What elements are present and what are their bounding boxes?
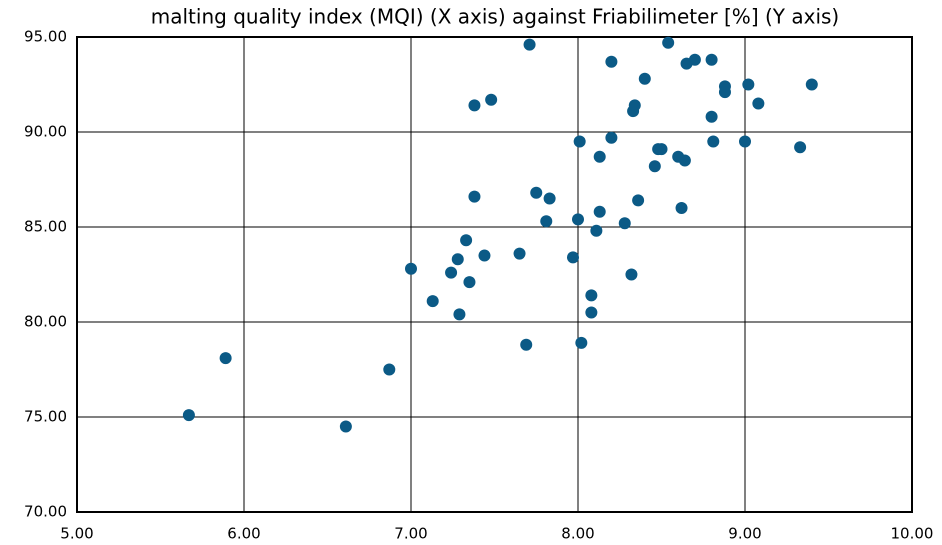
point: [794, 141, 807, 154]
point: [540, 215, 553, 228]
point: [632, 194, 645, 207]
point: [739, 135, 751, 148]
point: [805, 78, 818, 91]
y-tick-label: 90.00: [24, 123, 67, 141]
y-tick-label: 70.00: [24, 503, 67, 521]
point: [445, 266, 458, 279]
point: [573, 135, 586, 148]
x-tick-label: 10.00: [891, 525, 934, 543]
point: [523, 38, 536, 51]
point: [543, 192, 556, 205]
point: [593, 150, 606, 163]
point: [575, 336, 588, 349]
point: [513, 247, 526, 260]
point: [383, 363, 396, 376]
point: [585, 306, 598, 319]
point: [572, 213, 584, 226]
y-tick-label: 80.00: [24, 313, 67, 331]
x-tick-label: 5.00: [60, 525, 93, 543]
y-tick-label: 85.00: [24, 218, 67, 236]
point: [478, 249, 491, 262]
plot-frame: [76, 36, 913, 513]
point: [605, 55, 618, 68]
point: [705, 53, 718, 66]
point: [707, 135, 720, 148]
point: [426, 295, 439, 308]
point: [585, 289, 598, 302]
point: [219, 352, 232, 365]
point: [566, 251, 579, 264]
y-tick-label: 75.00: [24, 408, 67, 426]
point: [520, 338, 533, 351]
point: [678, 154, 691, 167]
point: [590, 224, 603, 237]
point: [638, 72, 651, 85]
point: [405, 262, 417, 275]
point: [468, 190, 481, 203]
point: [460, 234, 473, 247]
point: [675, 202, 688, 214]
point: [628, 99, 641, 112]
point: [605, 131, 618, 144]
point: [742, 78, 755, 91]
x-tick-label: 9.00: [728, 525, 761, 543]
point: [339, 420, 352, 433]
point: [593, 205, 606, 218]
point: [625, 268, 638, 281]
point: [655, 143, 668, 156]
x-tick-label: 8.00: [561, 525, 594, 543]
x-tick-label: 7.00: [394, 525, 427, 543]
x-tick-label: 6.00: [227, 525, 260, 543]
point: [453, 308, 466, 321]
point: [688, 53, 701, 66]
point: [752, 97, 765, 110]
point: [648, 160, 661, 173]
point: [463, 276, 476, 289]
point: [618, 217, 631, 230]
y-tick-label: 95.00: [24, 28, 67, 46]
point: [530, 186, 543, 199]
point: [451, 253, 464, 266]
point: [182, 409, 195, 422]
point: [468, 99, 481, 112]
point: [718, 86, 731, 99]
point: [662, 36, 675, 49]
point: [485, 93, 498, 106]
point: [705, 110, 718, 123]
chart-title: malting quality index (MQI) (X axis) aga…: [151, 5, 839, 29]
